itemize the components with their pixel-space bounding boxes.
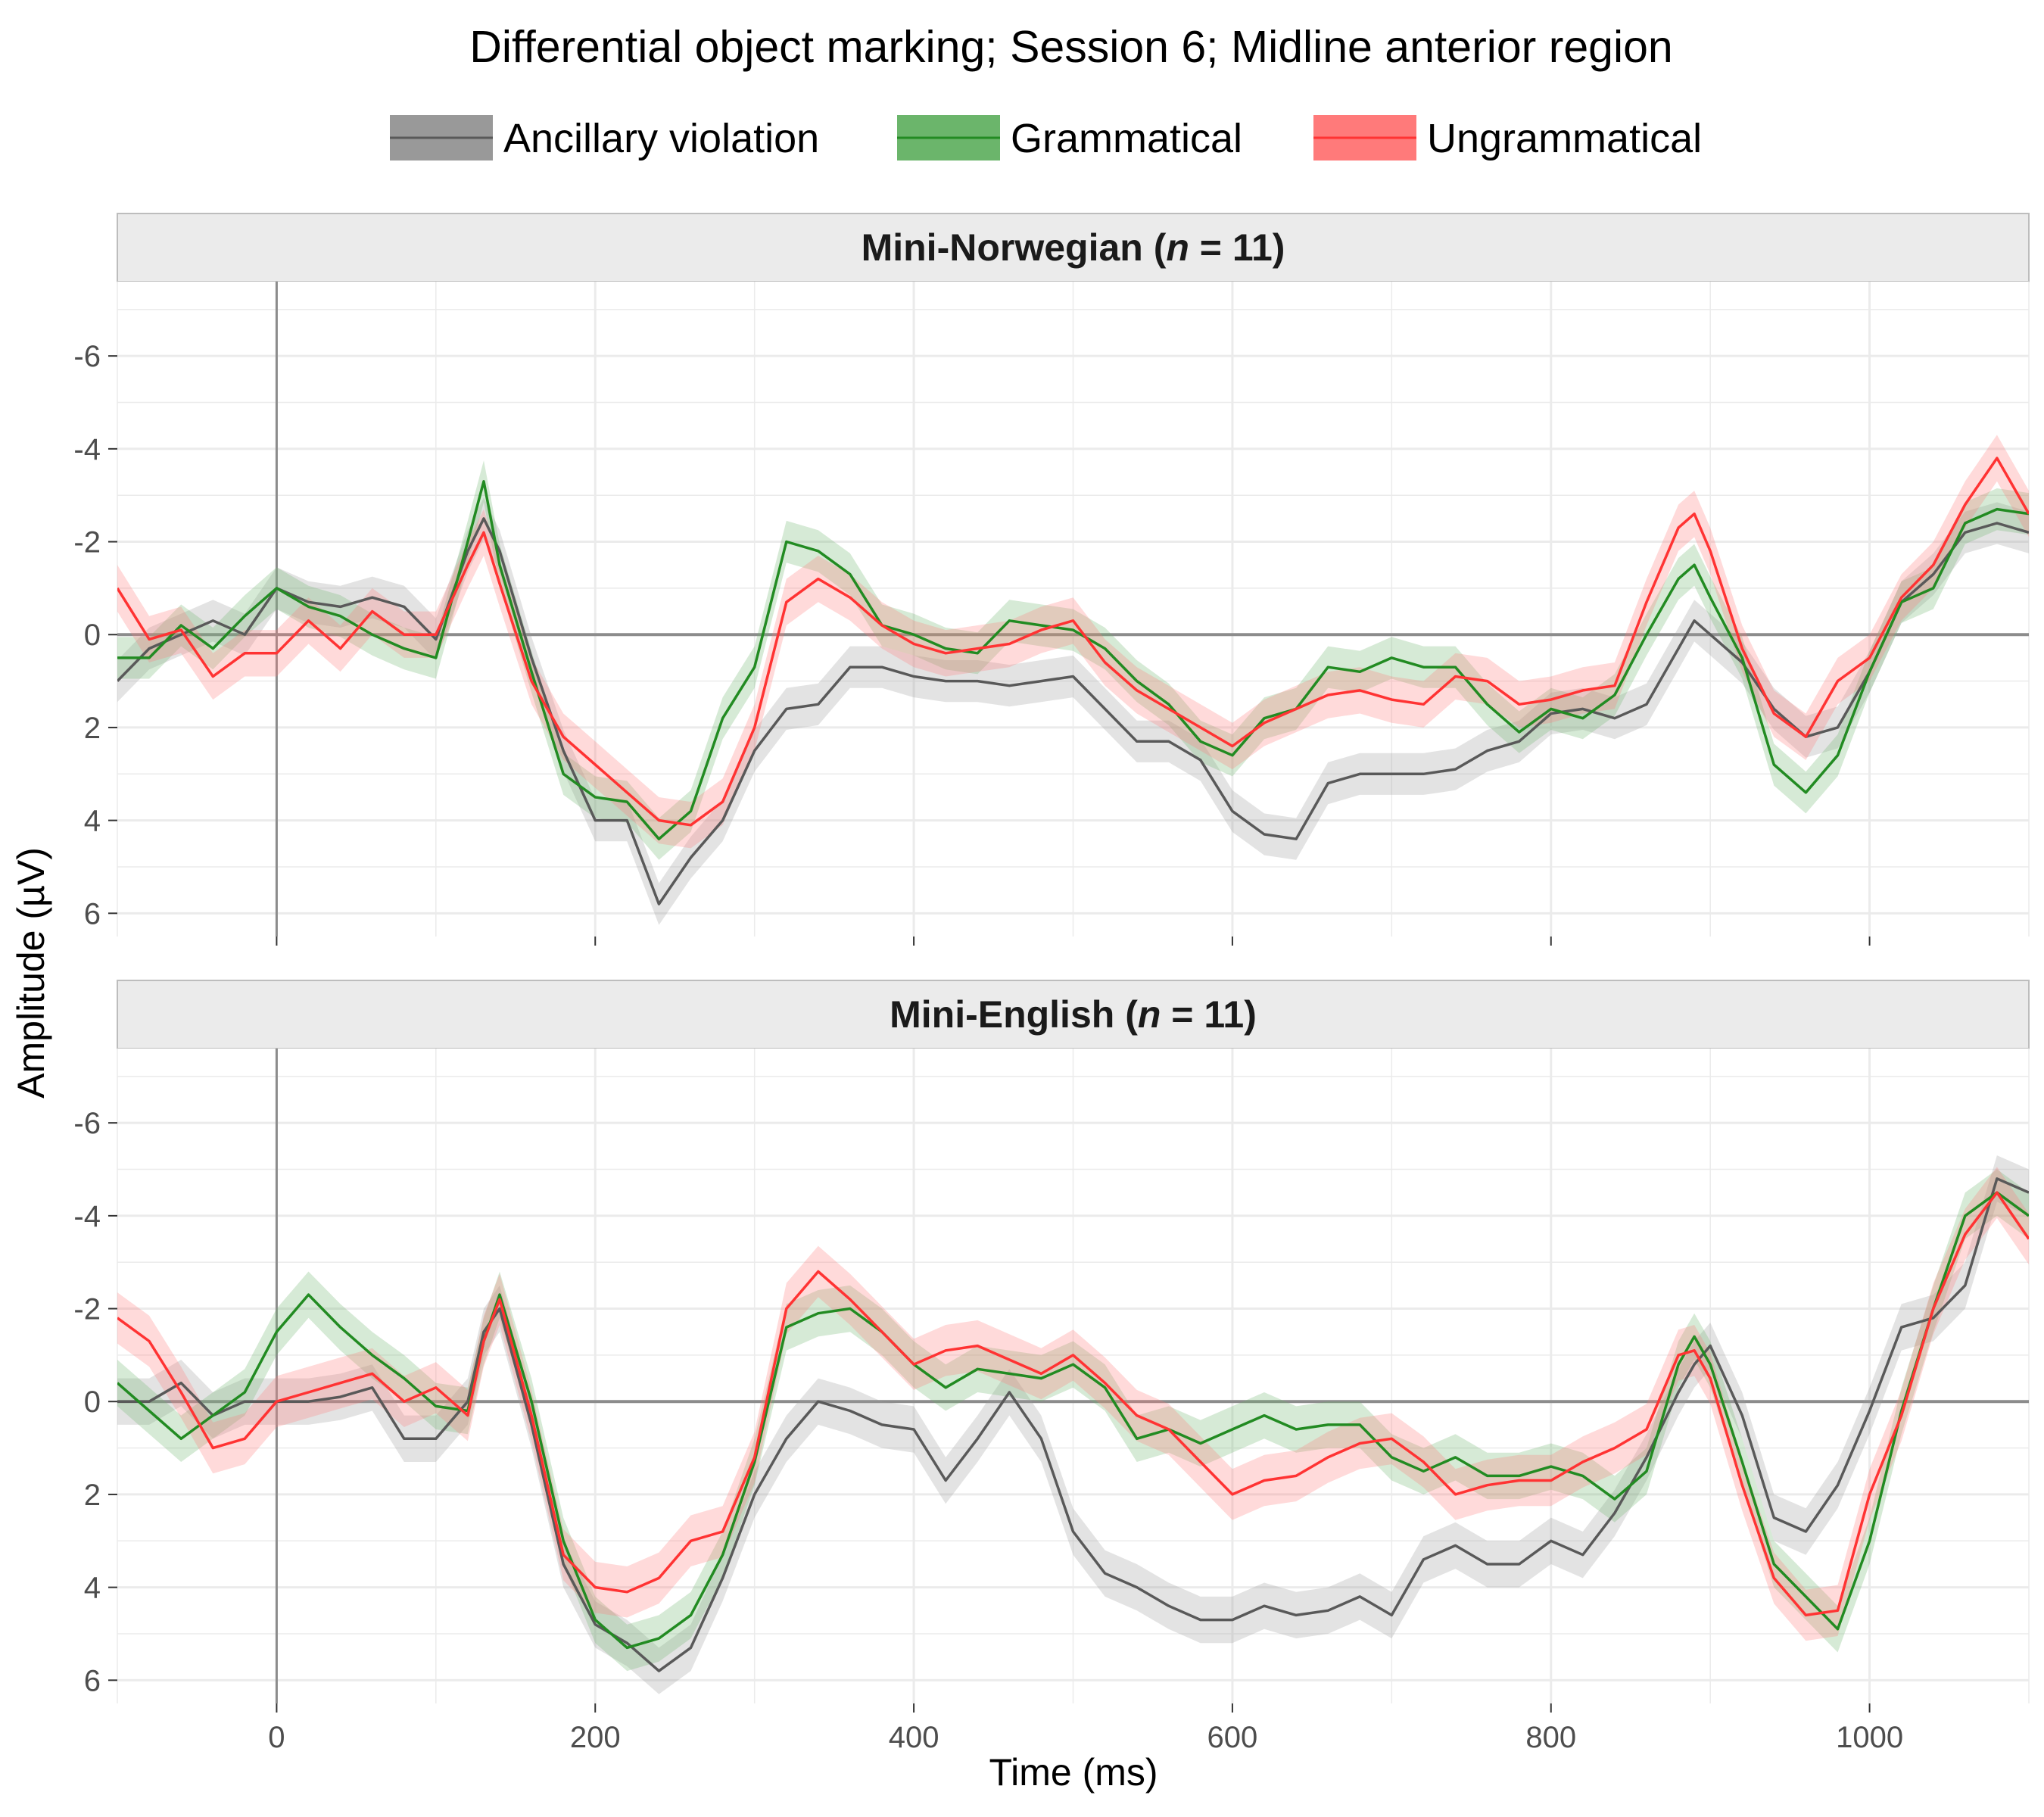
x-tick-label: 1000 xyxy=(1836,1721,1903,1754)
y-axis-title: Amplitude (µV) xyxy=(10,847,52,1099)
legend-item-ungrammatical: Ungrammatical xyxy=(1313,115,1702,161)
ci-band-ungrammatical xyxy=(117,435,2029,849)
series-line-grammatical xyxy=(117,480,2029,840)
strip-label-suffix: = 11) xyxy=(1189,226,1285,269)
series-line-ungrammatical xyxy=(117,1191,2029,1617)
panels: Mini-Norwegian (n = 11)-6-4-20246Mini-En… xyxy=(73,213,2030,1754)
series-lines xyxy=(117,457,2029,905)
panel-strip-label: Mini-English (n = 11) xyxy=(890,993,1257,1036)
panel-mini-english-11: Mini-English (n = 11) -6 -4 -2 0 2 4 6 0 200 400 60… xyxy=(73,980,2030,1754)
panel-strip xyxy=(117,213,2030,282)
x-tick-label: 0 xyxy=(268,1721,285,1754)
panel-mini-norwegian-11: Mini-Norwegian (n = 11) -6 -4 -2 0 2 4 6 xyxy=(73,213,2030,946)
y-tick-label: -6 xyxy=(73,340,101,373)
x-tick-label: 200 xyxy=(570,1721,621,1754)
x-axis-title: Time (ms) xyxy=(989,1751,1158,1794)
y-tick-label: 4 xyxy=(84,805,101,838)
y-tick-label: 4 xyxy=(84,1572,101,1605)
grid xyxy=(117,1049,2030,1703)
y-tick-label: 0 xyxy=(84,619,101,652)
y-tick-label: 6 xyxy=(84,897,101,930)
y-tick-label: 2 xyxy=(84,1479,101,1512)
y-tick-label: 0 xyxy=(84,1385,101,1419)
series-lines xyxy=(117,1177,2029,1672)
strip-label-n: n xyxy=(1138,993,1161,1036)
y-tick-label: -4 xyxy=(73,1200,101,1233)
strip-label-prefix: Mini-Norwegian ( xyxy=(862,226,1167,269)
ci-band-ungrammatical xyxy=(117,1167,2029,1641)
y-tick-label: -2 xyxy=(73,1293,101,1326)
chart-title: Differential object marking; Session 6; … xyxy=(469,22,1672,72)
y-tick-label: -4 xyxy=(73,433,101,466)
y-tick-label: -6 xyxy=(73,1107,101,1140)
ci-band-grammatical xyxy=(117,1169,2029,1672)
x-tick-label: 600 xyxy=(1207,1721,1258,1754)
ci-band-ancillary-violation xyxy=(117,1155,2029,1694)
strip-label-prefix: Mini-English ( xyxy=(890,993,1138,1036)
panel-strip xyxy=(117,980,2030,1049)
series-line-grammatical xyxy=(117,1191,2029,1650)
strip-label-n: n xyxy=(1166,226,1189,269)
x-tick-label: 400 xyxy=(889,1721,939,1754)
ci-bands xyxy=(117,1155,2029,1694)
legend-item-ancillary-violation: Ancillary violation xyxy=(390,115,819,161)
y-tick-label: 6 xyxy=(84,1664,101,1697)
y-tick-label: -2 xyxy=(73,526,101,559)
y-tick-label: 2 xyxy=(84,712,101,745)
x-tick-label: 800 xyxy=(1525,1721,1576,1754)
series-line-ancillary-violation xyxy=(117,1177,2029,1672)
grid xyxy=(117,282,2030,937)
legend-item-grammatical: Grammatical xyxy=(897,115,1242,161)
legend-label: Ungrammatical xyxy=(1427,116,1702,161)
strip-label-suffix: = 11) xyxy=(1161,993,1257,1036)
series-line-ungrammatical xyxy=(117,457,2029,827)
legend: Ancillary violation Grammatical Ungrammati… xyxy=(390,115,1702,161)
legend-label: Grammatical xyxy=(1011,116,1242,161)
panel-strip-label: Mini-Norwegian (n = 11) xyxy=(862,226,1285,269)
legend-label: Ancillary violation xyxy=(503,116,819,161)
series-group xyxy=(117,1155,2029,1694)
series-group xyxy=(117,435,2029,925)
